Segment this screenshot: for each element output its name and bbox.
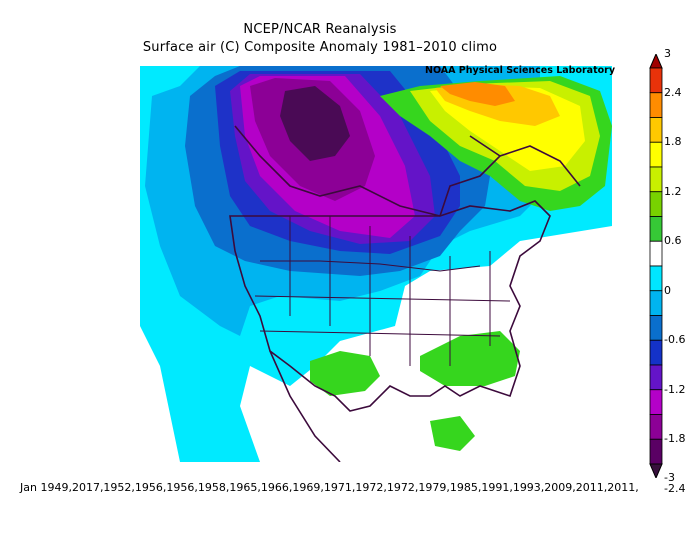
anomaly-region-orange xyxy=(440,82,515,106)
anomaly-region-green-south-3 xyxy=(430,416,475,451)
colorbar-segment xyxy=(649,191,663,217)
composite-years: Jan 1949,2017,1952,1956,1956,1958,1965,1… xyxy=(20,481,639,494)
colorbar-segment xyxy=(649,216,663,242)
colorbar-segment xyxy=(649,166,663,193)
colorbar-segment xyxy=(649,339,663,366)
colorbar-segment xyxy=(649,389,663,415)
colorbar-segment xyxy=(649,117,663,143)
colorbar-segment xyxy=(649,364,663,391)
anomaly-region-dark-purple xyxy=(280,86,350,161)
colorbar-tick-label: 0.6 xyxy=(664,234,682,248)
colorbar-segment xyxy=(649,438,663,465)
colorbar-segment xyxy=(649,92,663,118)
colorbar-tick-label: 3 xyxy=(664,47,671,60)
anomaly-region-green-south-2 xyxy=(420,331,520,386)
credit-label: NOAA Physical Sciences Laboratory xyxy=(425,65,616,76)
state-borders xyxy=(254,216,511,366)
country-borders xyxy=(229,125,581,462)
chart-title: NCEP/NCAR Reanalysis xyxy=(243,22,397,37)
colorbar-tick-label: 1.2 xyxy=(664,184,682,198)
colorbar-tick-label: 1.8 xyxy=(664,135,682,149)
colorbar xyxy=(649,54,663,478)
colorbar-tick-label: 0 xyxy=(664,283,671,297)
colorbar-tick-label: -0.6 xyxy=(664,333,686,347)
colorbar-segment xyxy=(649,315,663,341)
colorbar-tick-label: -2.4 xyxy=(664,481,686,495)
colorbar-segment xyxy=(649,414,663,440)
chart-subtitle: Surface air (C) Composite Anomaly 1981–2… xyxy=(142,40,498,55)
colorbar-segment xyxy=(649,240,663,267)
colorbar-bottom-arrow xyxy=(649,463,663,478)
colorbar-tick-label: -3 xyxy=(664,471,675,484)
colorbar-top-arrow xyxy=(649,54,663,69)
colorbar-segment xyxy=(649,265,663,292)
colorbar-segment xyxy=(649,141,663,168)
colorbar-tick-label: 2.4 xyxy=(664,85,682,99)
colorbar-segment xyxy=(649,67,663,94)
anomaly-map xyxy=(140,66,612,462)
colorbar-tick-label: -1.8 xyxy=(664,432,686,446)
colorbar-tick-label: -1.2 xyxy=(664,382,686,396)
colorbar-segment xyxy=(649,290,663,316)
anomaly-region-green-south-1 xyxy=(310,351,380,396)
